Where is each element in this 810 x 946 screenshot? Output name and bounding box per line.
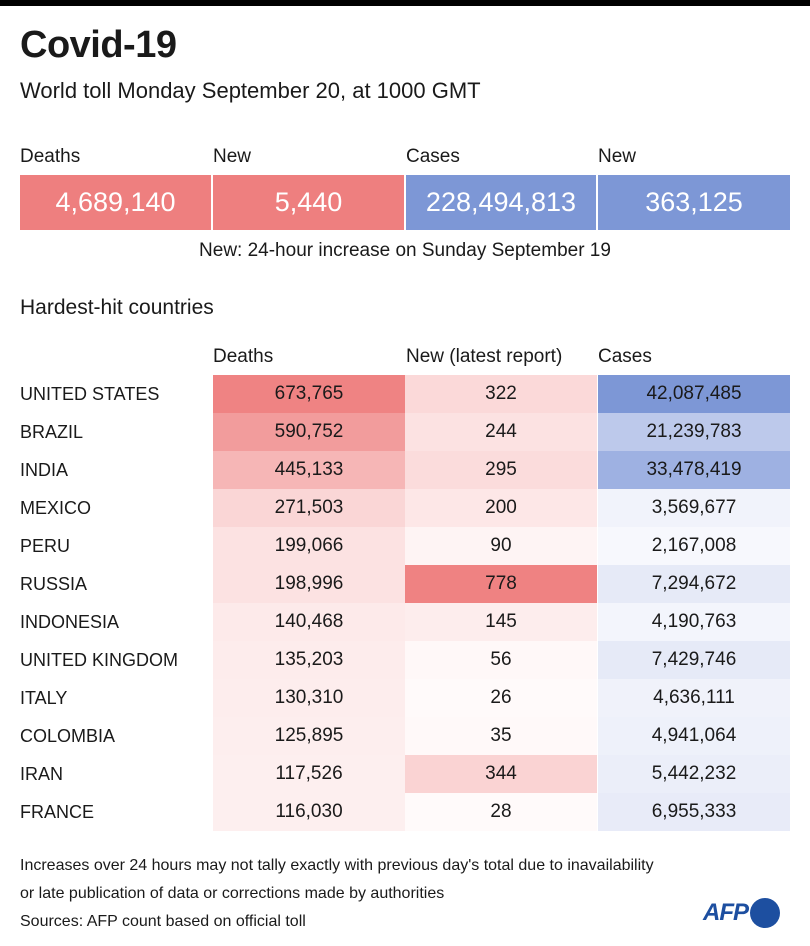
summary-new-deaths-label: New bbox=[213, 146, 252, 167]
deaths-cell: 130,310 bbox=[213, 679, 405, 717]
summary-new-cases-value: 363,125 bbox=[598, 175, 790, 230]
new-cell: 26 bbox=[405, 679, 597, 717]
country-name: RUSSIA bbox=[20, 574, 88, 594]
country-name: FRANCE bbox=[20, 802, 95, 822]
cases-cell: 21,239,783 bbox=[598, 413, 790, 451]
deaths-cell: 125,895 bbox=[213, 717, 405, 755]
column-header-deaths: Deaths bbox=[213, 346, 274, 367]
deaths-cell: 198,996 bbox=[213, 565, 405, 603]
table-row: UNITED KINGDOM 135,203 56 7,429,746 bbox=[0, 641, 810, 679]
table-row: IRAN 117,526 344 5,442,232 bbox=[0, 755, 810, 793]
footnote-line-2: or late publication of data or correctio… bbox=[20, 885, 445, 902]
cases-cell: 4,941,064 bbox=[598, 717, 790, 755]
table-row: COLOMBIA 125,895 35 4,941,064 bbox=[0, 717, 810, 755]
new-cell: 145 bbox=[405, 603, 597, 641]
new-cell: 322 bbox=[405, 375, 597, 413]
new-cell: 778 bbox=[405, 565, 597, 603]
deaths-cell: 140,468 bbox=[213, 603, 405, 641]
cases-cell: 2,167,008 bbox=[598, 527, 790, 565]
cases-cell: 7,429,746 bbox=[598, 641, 790, 679]
deaths-cell: 673,765 bbox=[213, 375, 405, 413]
summary-cases-value: 228,494,813 bbox=[406, 175, 596, 230]
country-name: MEXICO bbox=[20, 498, 92, 518]
deaths-cell: 199,066 bbox=[213, 527, 405, 565]
cases-cell: 5,442,232 bbox=[598, 755, 790, 793]
deaths-cell: 135,203 bbox=[213, 641, 405, 679]
new-cell: 90 bbox=[405, 527, 597, 565]
new-cell: 28 bbox=[405, 793, 597, 831]
cases-cell: 4,190,763 bbox=[598, 603, 790, 641]
summary-deaths-label: Deaths bbox=[20, 146, 81, 167]
afp-logo-circle-icon bbox=[750, 898, 780, 928]
summary-deaths-value: 4,689,140 bbox=[20, 175, 211, 230]
section-title: Hardest-hit countries bbox=[20, 296, 214, 319]
deaths-cell: 590,752 bbox=[213, 413, 405, 451]
countries-table: UNITED STATES 673,765 322 42,087,485 BRA… bbox=[0, 375, 810, 831]
new-cell: 35 bbox=[405, 717, 597, 755]
new-cell: 295 bbox=[405, 451, 597, 489]
deaths-cell: 116,030 bbox=[213, 793, 405, 831]
deaths-cell: 445,133 bbox=[213, 451, 405, 489]
afp-logo: AFP bbox=[703, 898, 780, 928]
summary-note: New: 24-hour increase on Sunday Septembe… bbox=[199, 240, 611, 261]
country-name: INDIA bbox=[20, 460, 69, 480]
column-header-cases: Cases bbox=[598, 346, 652, 367]
table-row: INDONESIA 140,468 145 4,190,763 bbox=[0, 603, 810, 641]
country-name: IRAN bbox=[20, 764, 64, 784]
page-title: Covid-19 bbox=[20, 24, 177, 66]
country-name: ITALY bbox=[20, 688, 68, 708]
new-cell: 344 bbox=[405, 755, 597, 793]
summary-new-deaths-value: 5,440 bbox=[213, 175, 404, 230]
country-name: BRAZIL bbox=[20, 422, 84, 442]
cases-cell: 4,636,111 bbox=[598, 679, 790, 717]
sources-line: Sources: AFP count based on official tol… bbox=[20, 913, 306, 930]
table-row: UNITED STATES 673,765 322 42,087,485 bbox=[0, 375, 810, 413]
page-subtitle: World toll Monday September 20, at 1000 … bbox=[20, 78, 481, 103]
column-header-new: New (latest report) bbox=[406, 346, 563, 367]
cases-cell: 3,569,677 bbox=[598, 489, 790, 527]
summary-cases-label: Cases bbox=[406, 146, 460, 167]
table-row: RUSSIA 198,996 778 7,294,672 bbox=[0, 565, 810, 603]
deaths-cell: 117,526 bbox=[213, 755, 405, 793]
country-name: INDONESIA bbox=[20, 612, 120, 632]
table-row: INDIA 445,133 295 33,478,419 bbox=[0, 451, 810, 489]
country-name: COLOMBIA bbox=[20, 726, 116, 746]
table-row: PERU 199,066 90 2,167,008 bbox=[0, 527, 810, 565]
table-row: BRAZIL 590,752 244 21,239,783 bbox=[0, 413, 810, 451]
country-name: UNITED STATES bbox=[20, 384, 160, 404]
new-cell: 244 bbox=[405, 413, 597, 451]
table-row: FRANCE 116,030 28 6,955,333 bbox=[0, 793, 810, 831]
cases-cell: 33,478,419 bbox=[598, 451, 790, 489]
table-row: MEXICO 271,503 200 3,569,677 bbox=[0, 489, 810, 527]
summary-new-cases-label: New bbox=[598, 146, 637, 167]
deaths-cell: 271,503 bbox=[213, 489, 405, 527]
table-row: ITALY 130,310 26 4,636,111 bbox=[0, 679, 810, 717]
afp-logo-text: AFP bbox=[703, 899, 749, 926]
top-rule bbox=[0, 0, 810, 6]
cases-cell: 7,294,672 bbox=[598, 565, 790, 603]
cases-cell: 42,087,485 bbox=[598, 375, 790, 413]
country-name: PERU bbox=[20, 536, 71, 556]
cases-cell: 6,955,333 bbox=[598, 793, 790, 831]
footnote-line-1: Increases over 24 hours may not tally ex… bbox=[20, 857, 654, 874]
new-cell: 200 bbox=[405, 489, 597, 527]
country-name: UNITED KINGDOM bbox=[20, 650, 179, 670]
new-cell: 56 bbox=[405, 641, 597, 679]
footnote: Increases over 24 hours may not tally ex… bbox=[20, 852, 654, 936]
